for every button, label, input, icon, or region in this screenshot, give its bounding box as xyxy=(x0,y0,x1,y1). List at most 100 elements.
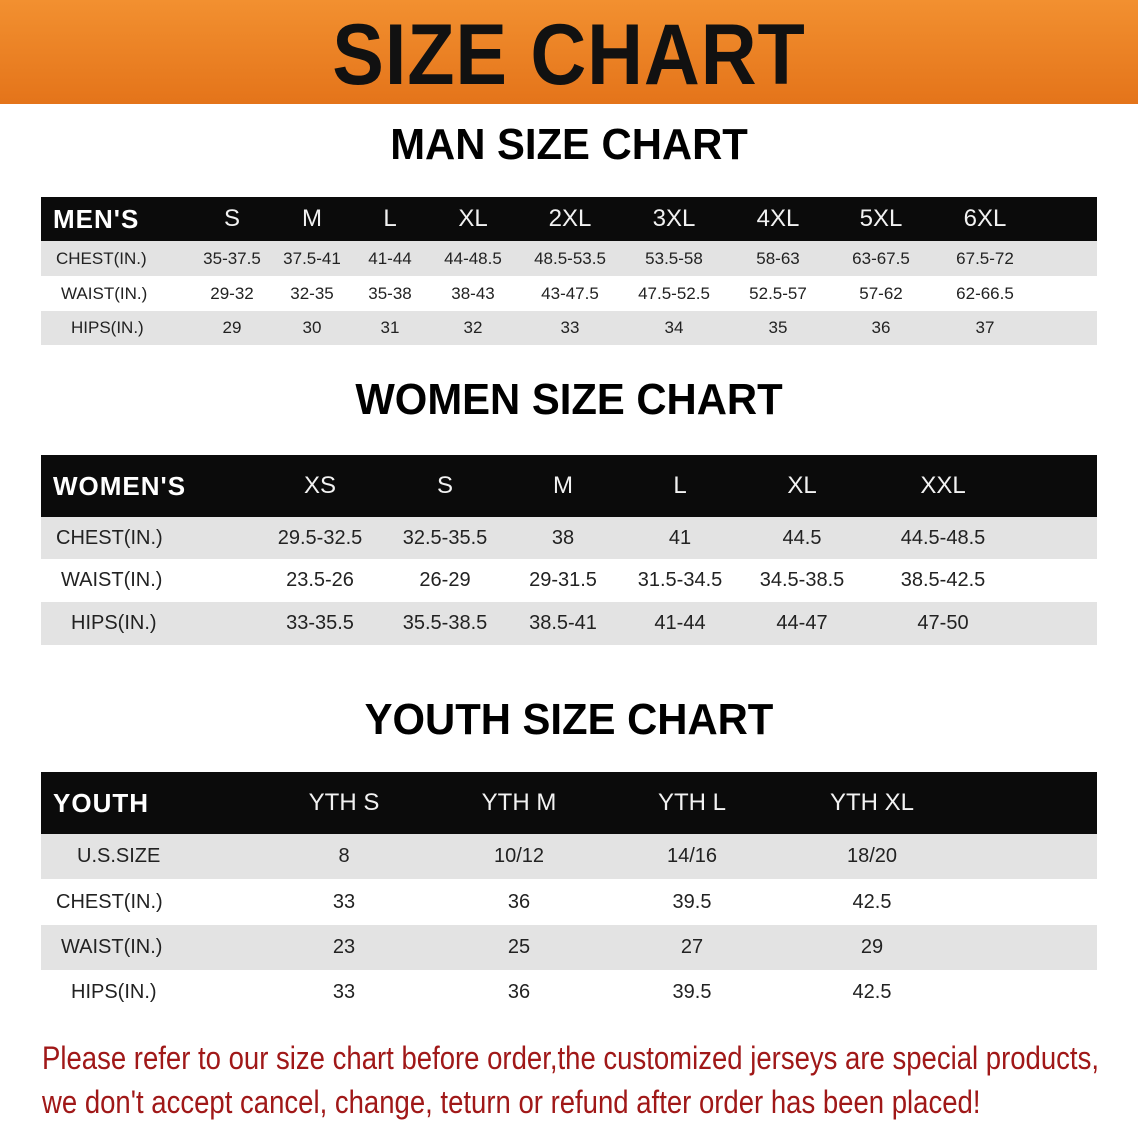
table-cell: 38.5-41 xyxy=(529,612,597,634)
table-cell: 48.5-53.5 xyxy=(534,248,606,268)
row-label: CHEST(IN.) xyxy=(56,248,147,268)
size-header-cell: XXL xyxy=(920,472,966,499)
row-label: CHEST(IN.) xyxy=(56,526,163,549)
table-cell: 37.5-41 xyxy=(283,248,341,268)
table-cell: 29-32 xyxy=(210,283,254,303)
table-cell: 44.5 xyxy=(782,526,822,549)
table-cell: 38.5-42.5 xyxy=(900,569,986,591)
table-cell: 10/12 xyxy=(493,845,545,867)
table-cell: 25 xyxy=(507,936,531,958)
table-cell: 62-66.5 xyxy=(956,283,1014,303)
table-cell: 44.5-48.5 xyxy=(900,526,986,549)
table-row: WAIST(IN.) 23.5-26 26-29 29-31.5 31.5-34.5 34… xyxy=(41,559,1097,602)
table-cell: 14/16 xyxy=(666,845,718,867)
row-label: WAIST(IN.) xyxy=(61,936,163,958)
table-cell: 33 xyxy=(560,318,580,337)
table-row: CHEST(IN.) 33 36 39.5 42.5 xyxy=(41,879,1097,925)
table-cell: 53.5-58 xyxy=(645,248,703,268)
size-header-cell: S xyxy=(223,205,240,232)
table-cell: 32 xyxy=(463,318,483,337)
table-cell: 31.5-34.5 xyxy=(637,569,723,591)
table-cell: 34.5-38.5 xyxy=(759,569,845,591)
header-label: MEN'S xyxy=(53,203,140,234)
header-label: WOMEN'S xyxy=(53,470,187,501)
table-row: HIPS(IN.) 33-35.5 35.5-38.5 38.5-41 41-44 44-… xyxy=(41,602,1097,645)
table-cell: 67.5-72 xyxy=(956,248,1014,268)
row-label: HIPS(IN.) xyxy=(71,612,157,634)
table-cell: 47.5-52.5 xyxy=(638,283,710,303)
table-cell: 29 xyxy=(860,936,884,958)
table-cell: 35-38 xyxy=(368,283,412,303)
table-cell: 32-35 xyxy=(290,283,334,303)
table-cell: 29-31.5 xyxy=(529,569,597,591)
size-header-cell: S xyxy=(436,472,453,499)
table-cell: 41 xyxy=(668,526,692,549)
table-cell: 31 xyxy=(380,318,400,337)
size-header-cell: YTH XL xyxy=(829,789,915,816)
size-header-cell: 4XL xyxy=(756,205,800,232)
youth-section-title: YOUTH SIZE CHART xyxy=(364,695,774,744)
table-row: CHEST(IN.) 29.5-32.5 32.5-35.5 38 41 44.5 44.5… xyxy=(41,517,1097,559)
size-header-cell: YTH L xyxy=(657,789,726,816)
table-cell: 27 xyxy=(680,936,704,958)
table-cell: 33 xyxy=(332,981,356,1003)
row-label: CHEST(IN.) xyxy=(56,890,163,913)
women-header-row: WOMEN'S XS S M L XL XXL xyxy=(41,455,1097,517)
notice-line-1: Please refer to our size chart before or… xyxy=(42,1040,1099,1076)
table-cell: 58-63 xyxy=(756,248,800,268)
size-chart-banner: SIZE CHART xyxy=(0,0,1138,104)
table-cell: 30 xyxy=(302,318,322,337)
table-cell: 39.5 xyxy=(672,890,712,913)
table-cell: 38 xyxy=(551,526,575,549)
table-cell: 42.5 xyxy=(852,890,892,913)
row-label: WAIST(IN.) xyxy=(61,569,163,591)
table-cell: 37 xyxy=(975,318,995,337)
table-cell: 41-44 xyxy=(368,248,412,268)
table-cell: 8 xyxy=(338,845,350,867)
table-row: U.S.SIZE 8 10/12 14/16 18/20 xyxy=(41,834,1097,879)
row-label: U.S.SIZE xyxy=(77,845,161,867)
men-size-table: MEN'S S M L XL 2XL 3XL 4XL 5XL 6XL CHEST(IN.) 35-37… xyxy=(41,197,1097,345)
size-header-cell: XL xyxy=(458,205,488,232)
size-header-cell: YTH S xyxy=(308,789,380,816)
women-size-table: WOMEN'S XS S M L XL XXL CHEST(IN.) 29.5-32.5 32.5… xyxy=(41,455,1097,645)
size-header-cell: M xyxy=(553,472,573,499)
size-header-cell: 5XL xyxy=(859,205,903,232)
row-label: WAIST(IN.) xyxy=(61,283,148,303)
table-cell: 18/20 xyxy=(846,845,898,867)
table-cell: 35.5-38.5 xyxy=(402,612,488,634)
size-header-cell: YTH M xyxy=(481,789,557,816)
notice-line-2: we don't accept cancel, change, teturn o… xyxy=(42,1084,981,1120)
table-row: WAIST(IN.) 29-32 32-35 35-38 38-43 43-47.5 47.… xyxy=(41,276,1097,311)
youth-header-row: YOUTH YTH S YTH M YTH L YTH XL xyxy=(41,772,1097,834)
table-cell: 23 xyxy=(332,936,356,958)
size-header-cell: 3XL xyxy=(652,205,696,232)
header-label: YOUTH xyxy=(53,787,149,818)
table-cell: 36 xyxy=(507,890,531,913)
table-row: CHEST(IN.) 35-37.5 37.5-41 41-44 44-48.5 48.5… xyxy=(41,241,1097,276)
size-header-cell: XL xyxy=(787,472,817,499)
table-cell: 57-62 xyxy=(859,283,903,303)
table-cell: 36 xyxy=(871,318,891,337)
table-cell: 32.5-35.5 xyxy=(402,526,488,549)
size-header-cell: XS xyxy=(303,472,336,499)
women-section-title: WOMEN SIZE CHART xyxy=(355,375,783,424)
table-cell: 35 xyxy=(768,318,788,337)
table-cell: 33-35.5 xyxy=(286,612,354,634)
table-cell: 44-48.5 xyxy=(444,248,502,268)
table-row: HIPS(IN.) 33 36 39.5 42.5 xyxy=(41,970,1097,1015)
table-cell: 44-47 xyxy=(776,612,828,634)
table-cell: 52.5-57 xyxy=(749,283,807,303)
table-cell: 47-50 xyxy=(917,612,969,634)
table-row: HIPS(IN.) 29 30 31 32 33 34 35 36 37 xyxy=(41,311,1097,345)
table-cell: 41-44 xyxy=(654,612,706,634)
size-header-cell: L xyxy=(383,205,397,232)
size-header-cell: L xyxy=(673,472,687,499)
banner-title: SIZE CHART xyxy=(332,7,806,103)
table-cell: 33 xyxy=(332,890,356,913)
table-cell: 38-43 xyxy=(451,283,495,303)
table-cell: 35-37.5 xyxy=(203,248,261,268)
row-label: HIPS(IN.) xyxy=(71,981,157,1003)
youth-size-table: YOUTH YTH S YTH M YTH L YTH XL U.S.SIZE 8 10/12… xyxy=(41,772,1097,1015)
table-cell: 39.5 xyxy=(672,981,712,1003)
